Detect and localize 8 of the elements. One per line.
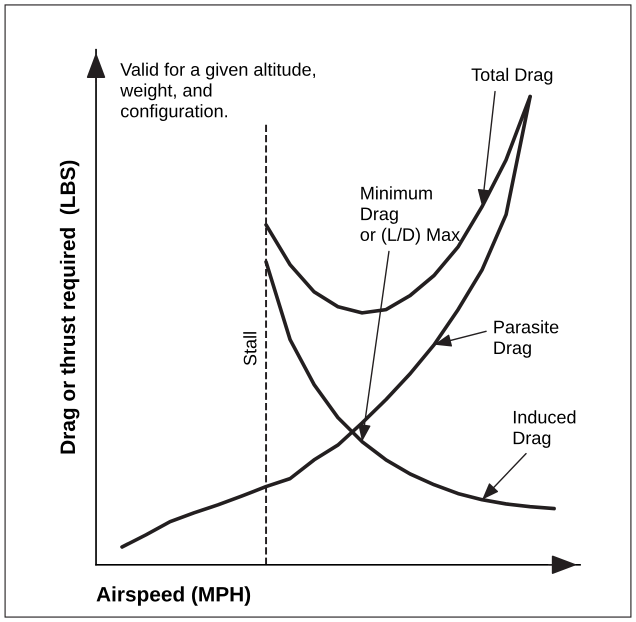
y-axis-title: Drag or thrust required (LBS) [60,160,80,454]
annotation: Stall [243,332,256,366]
annotation: Parasite Drag [494,320,558,358]
annotation: Induced Drag [514,410,576,448]
annotation: Valid for a given altitude, weight, and configuration. [120,62,316,121]
x-axis-title: Airspeed (MPH) [96,586,250,606]
text: Total Drag [472,68,552,85]
annotation: Minimum Drag or (L/D) Max [360,186,460,245]
